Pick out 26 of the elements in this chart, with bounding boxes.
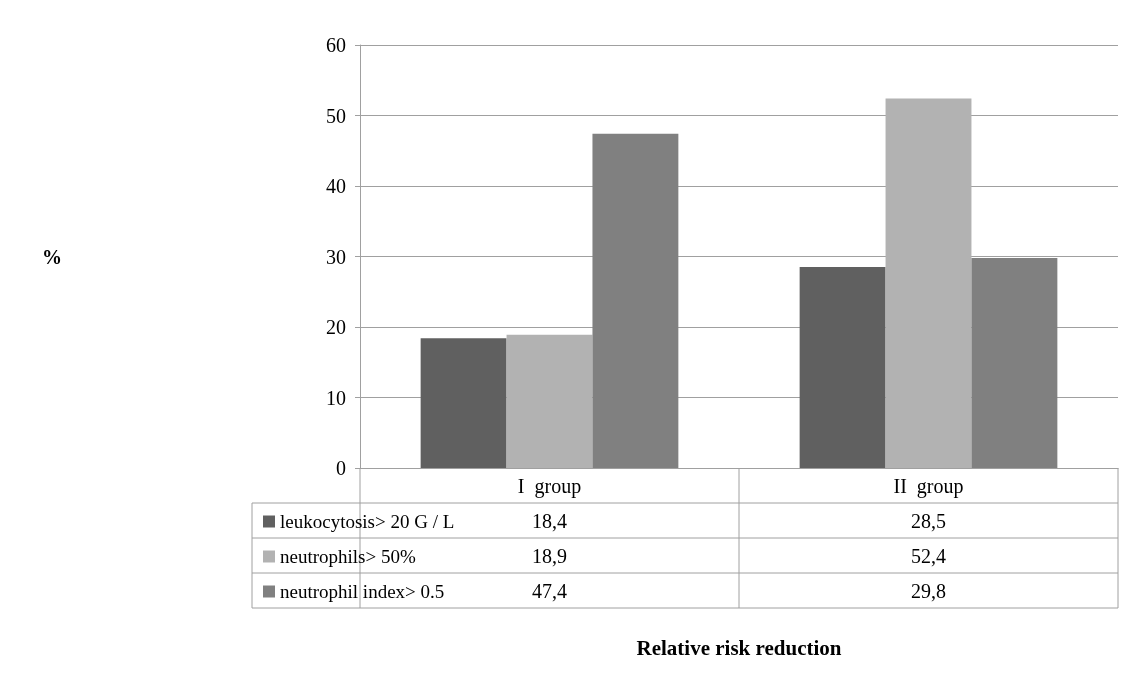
x-tick-label: II group <box>893 475 964 498</box>
x-tick-label: I group <box>517 475 582 498</box>
y-tick-label: 0 <box>336 457 346 479</box>
bar <box>799 267 886 468</box>
legend-label: neutrophil index> 0.5 <box>280 581 445 602</box>
bar <box>420 338 507 468</box>
bar <box>506 334 593 468</box>
data-label: 18,4 <box>532 509 567 532</box>
data-label: 18,9 <box>532 544 567 567</box>
legend-label: neutrophils> 50% <box>280 546 416 567</box>
data-label: 52,4 <box>911 544 946 567</box>
text: Relative risk reduction <box>636 636 842 660</box>
y-tick-label: 20 <box>326 316 346 338</box>
y-tick-label: 30 <box>326 245 346 268</box>
bar <box>885 98 972 468</box>
y-tick-label: 60 <box>326 34 346 56</box>
data-label: 28,5 <box>911 509 946 532</box>
y-tick-label: 50 <box>326 104 346 127</box>
text: % <box>42 245 62 268</box>
bar <box>592 133 679 468</box>
y-tick-label: 40 <box>326 175 346 197</box>
data-label: 47,4 <box>532 579 567 602</box>
data-label: 29,8 <box>911 579 946 602</box>
y-tick-label: 10 <box>326 386 346 409</box>
legend-label: leukocytosis> 20 G / L <box>280 511 455 532</box>
bar <box>971 257 1058 468</box>
